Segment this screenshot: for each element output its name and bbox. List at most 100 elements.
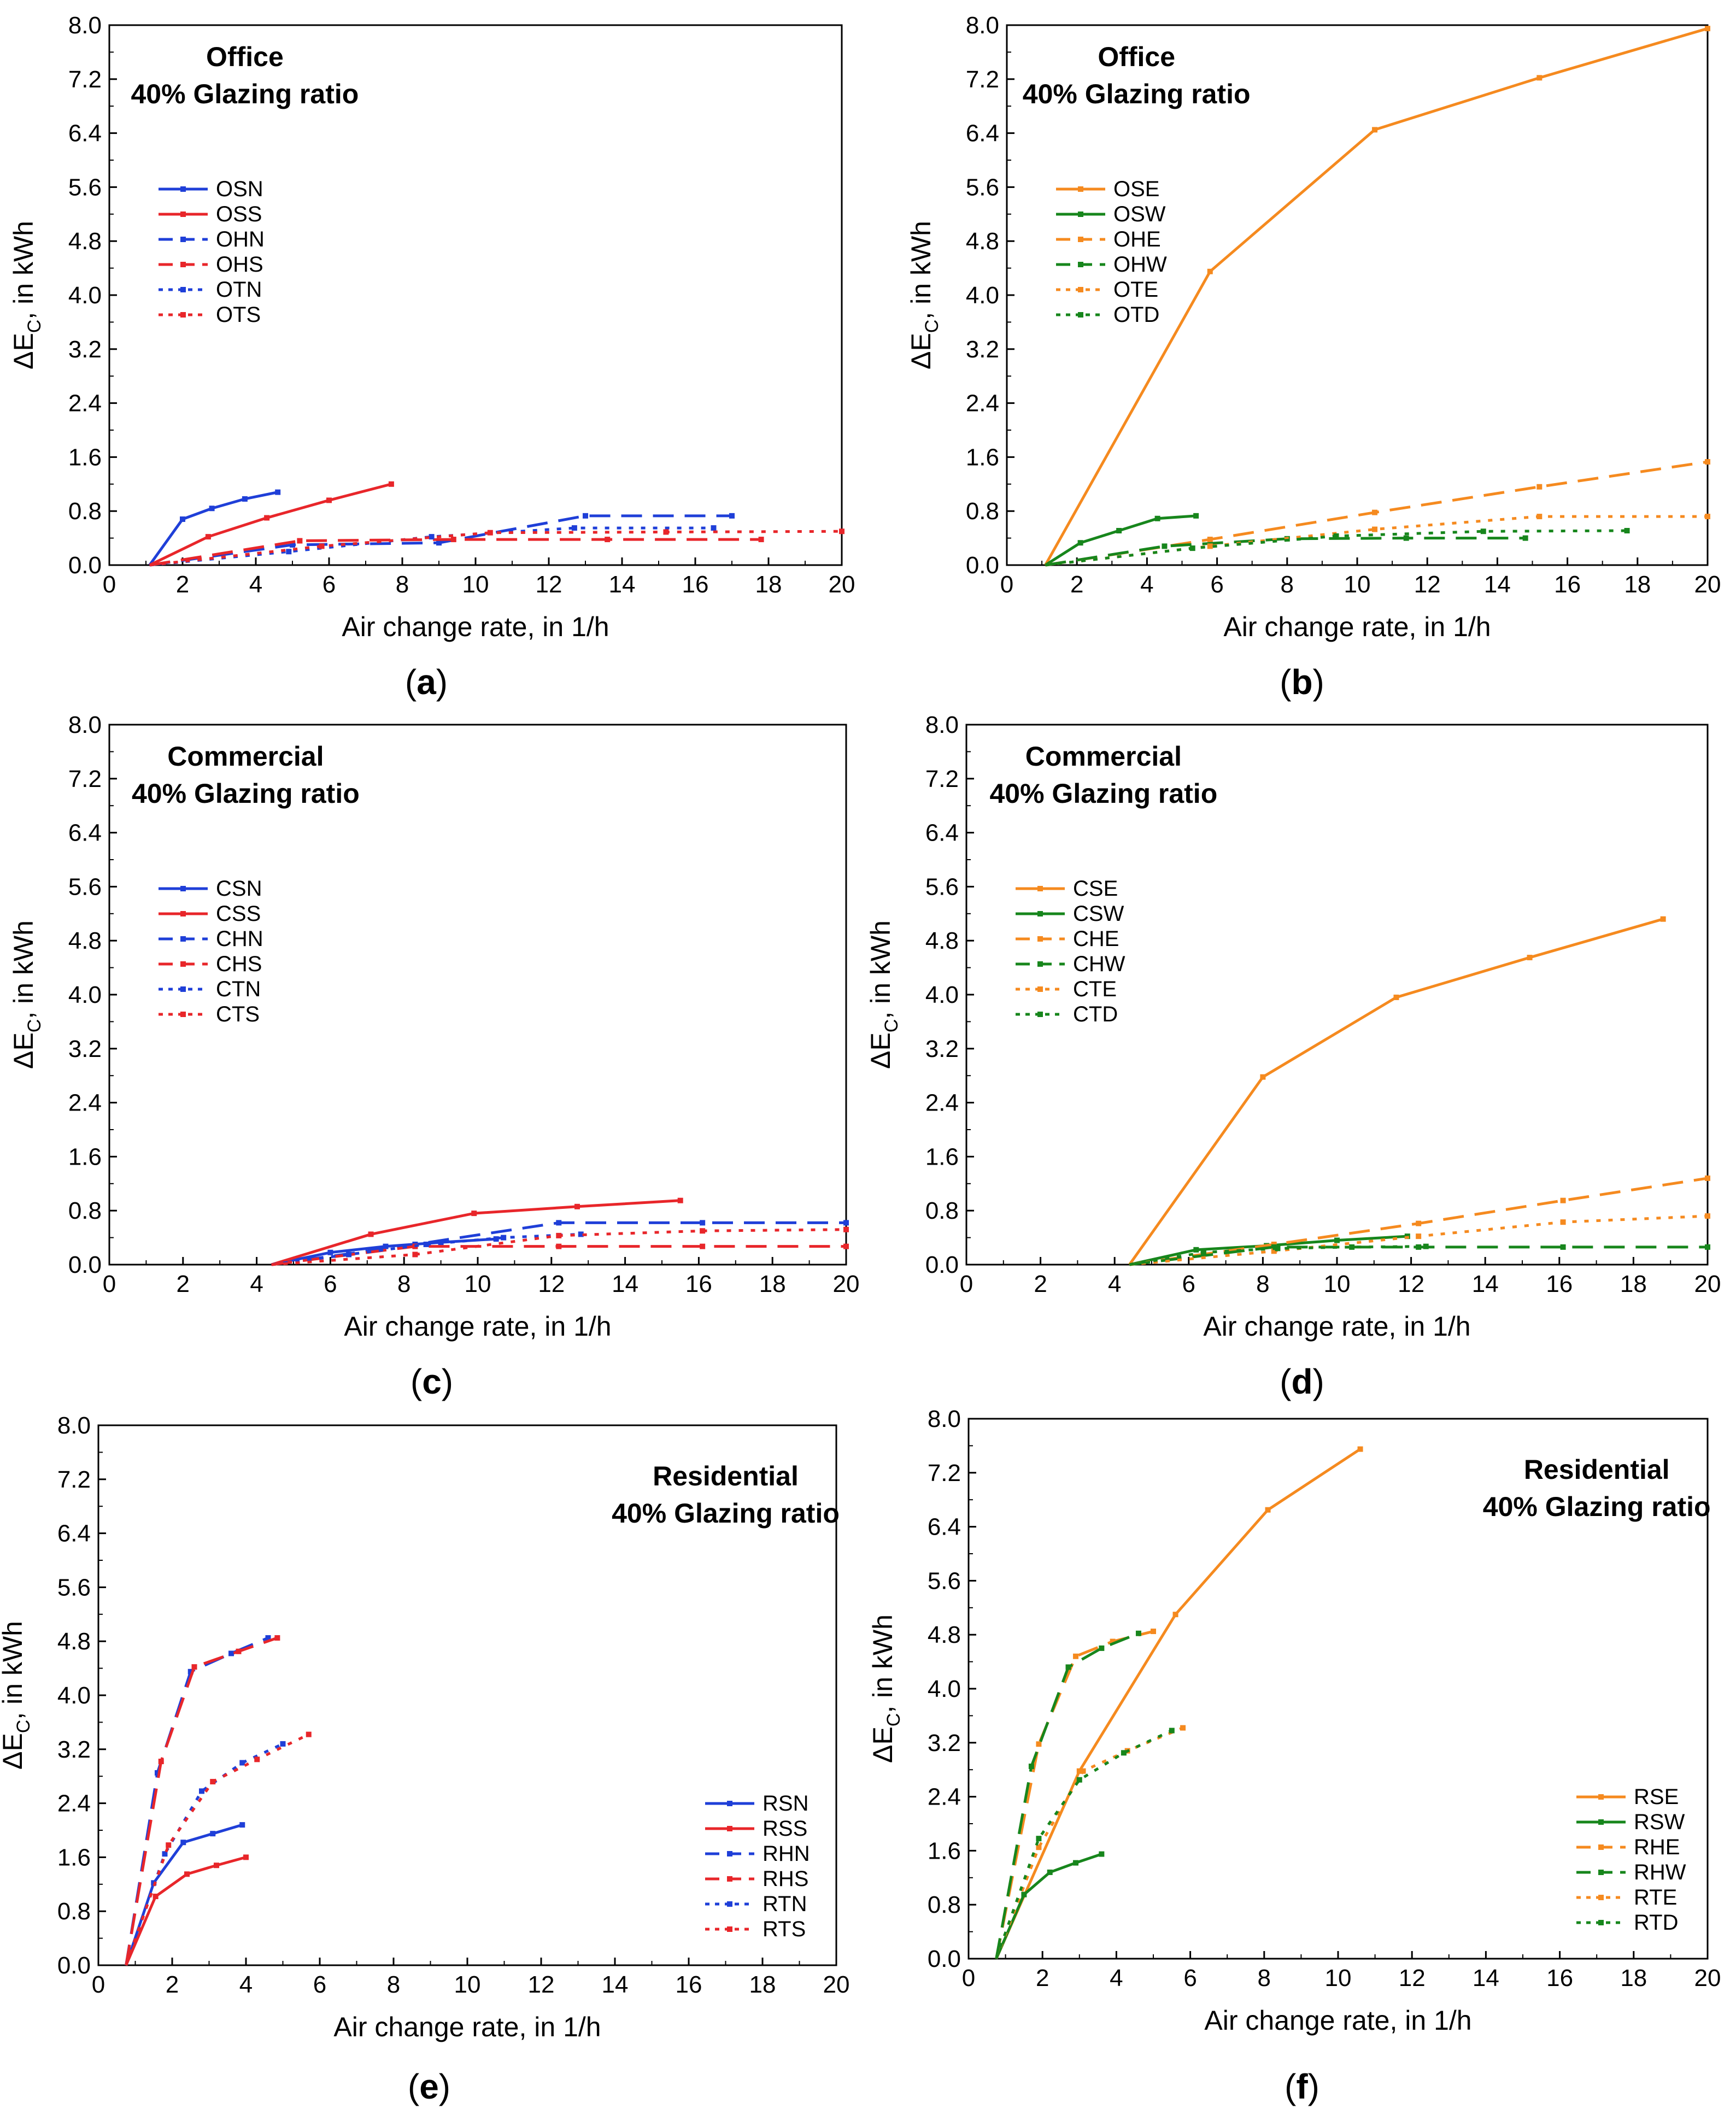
legend-marker-rhe (1598, 1844, 1604, 1850)
data-point-rhe (1036, 1741, 1042, 1747)
y-axis-label-main: ΔE (865, 1032, 896, 1069)
y-tick-label: 2.4 (68, 1090, 102, 1117)
panel-label-letter: d (1291, 1362, 1312, 1401)
x-tick-label: 6 (324, 1271, 337, 1297)
panel-label: (a) (405, 662, 448, 702)
x-tick-label: 14 (1484, 571, 1511, 598)
legend-label-ohn: OHN (216, 227, 265, 251)
data-point-che (1416, 1220, 1422, 1226)
data-point-cts (700, 1228, 706, 1234)
data-point-rsw (1047, 1869, 1053, 1875)
series-line-rtd (995, 1729, 1172, 1959)
data-point-rte (1036, 1844, 1042, 1850)
legend-label-rtd: RTD (1634, 1911, 1678, 1935)
y-tick-label: 4.0 (68, 282, 102, 309)
legend-marker-ohs (180, 262, 186, 267)
panel-label-letter: f (1296, 2067, 1308, 2106)
y-tick-label: 7.2 (68, 66, 102, 93)
panel-label-open: ( (1280, 662, 1291, 702)
x-tick-label: 16 (676, 1971, 702, 1998)
legend-label-ohe: OHE (1113, 227, 1161, 251)
y-tick-label: 0.8 (966, 498, 999, 525)
y-tick-label: 4.8 (966, 228, 999, 255)
chart-panel-5: 0 2 4 6 8 10 12 14 16 18 20 0.0 0.8 1.6 2.4 3.2 4.0 4.8 5.… (0, 1412, 849, 2106)
data-point-rse (1076, 1768, 1082, 1774)
data-point-ohw (1403, 535, 1409, 541)
y-tick-label: 1.6 (68, 444, 102, 471)
y-axis-label: ΔEC, in kWh (8, 221, 45, 369)
legend-marker-chn (180, 936, 186, 942)
y-tick-label: 6.4 (68, 820, 102, 847)
data-point-chs (556, 1243, 562, 1249)
chart-panel-6: 0 2 4 6 8 10 12 14 16 18 20 0.0 0.8 1.6 2.4 3.2 4.0 4.8 5.… (867, 1406, 1721, 2106)
data-point-rte (1180, 1725, 1186, 1731)
panel-label-close: ) (439, 2067, 450, 2106)
legend-marker-oss (180, 211, 186, 217)
y-tick-label: 8.0 (966, 12, 999, 39)
x-tick-label: 0 (962, 1965, 975, 1991)
x-tick-label: 8 (396, 571, 409, 598)
data-point-rtn (199, 1788, 204, 1794)
y-tick-label: 0.8 (928, 1891, 961, 1918)
data-point-chn (556, 1220, 562, 1226)
legend-label-ctd: CTD (1073, 1002, 1118, 1026)
y-tick-label: 5.6 (966, 174, 999, 201)
legend-marker-osn (180, 186, 186, 192)
data-point-ots (839, 528, 844, 534)
data-point-rhe (1110, 1638, 1116, 1644)
y-axis-label-subscript: C (881, 1019, 902, 1033)
data-point-otd (1624, 528, 1630, 534)
legend-marker-rhn (727, 1851, 732, 1856)
x-tick-label: 14 (609, 571, 636, 598)
data-point-rss (243, 1854, 249, 1860)
x-axis-label: Air change rate, in 1/h (342, 612, 609, 642)
legend-label-ctn: CTN (216, 977, 261, 1001)
y-axis-label-main: ΔE (906, 333, 936, 369)
y-tick-label: 3.2 (68, 336, 102, 363)
data-point-rte (1080, 1768, 1086, 1774)
panel-label-open: ( (1285, 2067, 1296, 2106)
data-point-rtd (1169, 1728, 1175, 1734)
x-tick-label: 10 (465, 1271, 491, 1297)
y-axis-label: ΔEC, in kWh (867, 1614, 904, 1763)
legend-marker-ote (1078, 287, 1083, 292)
data-point-cse (1393, 994, 1399, 1000)
data-point-ohs (758, 537, 764, 543)
data-point-ctd (1275, 1245, 1281, 1252)
series-line-rte (995, 1726, 1184, 1959)
panel-label-open: ( (1280, 1362, 1291, 1401)
data-point-ctd (1200, 1249, 1206, 1255)
chart-title: Office (1098, 42, 1175, 72)
y-axis-label-unit: , in kWh (867, 1614, 898, 1713)
legend-label-rte: RTE (1634, 1885, 1677, 1910)
data-point-rhn (155, 1770, 160, 1776)
y-tick-label: 8.0 (68, 12, 102, 39)
y-tick-label: 0.8 (68, 498, 102, 525)
data-point-rsn (210, 1831, 216, 1837)
y-tick-label: 2.4 (925, 1090, 959, 1117)
x-tick-label: 8 (1256, 1271, 1269, 1297)
x-tick-label: 4 (1140, 571, 1153, 598)
x-tick-label: 4 (250, 1271, 263, 1297)
y-tick-label: 1.6 (57, 1844, 91, 1871)
panel-label-letter: b (1291, 662, 1312, 702)
x-tick-label: 20 (1694, 1965, 1721, 1991)
y-tick-label: 0.0 (68, 1252, 102, 1278)
legend-label-rts: RTS (763, 1917, 806, 1941)
data-point-csn (327, 1249, 333, 1255)
data-point-cte (1416, 1233, 1422, 1239)
y-tick-label: 5.6 (68, 873, 102, 900)
series-line-ohw (1045, 537, 1526, 567)
data-point-cts (843, 1226, 849, 1232)
x-tick-label: 2 (1070, 571, 1083, 598)
y-tick-label: 2.4 (57, 1790, 91, 1817)
x-tick-label: 16 (1554, 571, 1581, 598)
data-point-chw (1705, 1244, 1710, 1250)
data-point-ohs (450, 537, 456, 543)
legend-marker-ctn (180, 986, 186, 992)
legend-label-rhs: RHS (763, 1867, 808, 1891)
data-point-ctn (423, 1241, 429, 1247)
panel-label-close: ) (1308, 2067, 1319, 2106)
data-point-rse (1265, 1507, 1271, 1513)
